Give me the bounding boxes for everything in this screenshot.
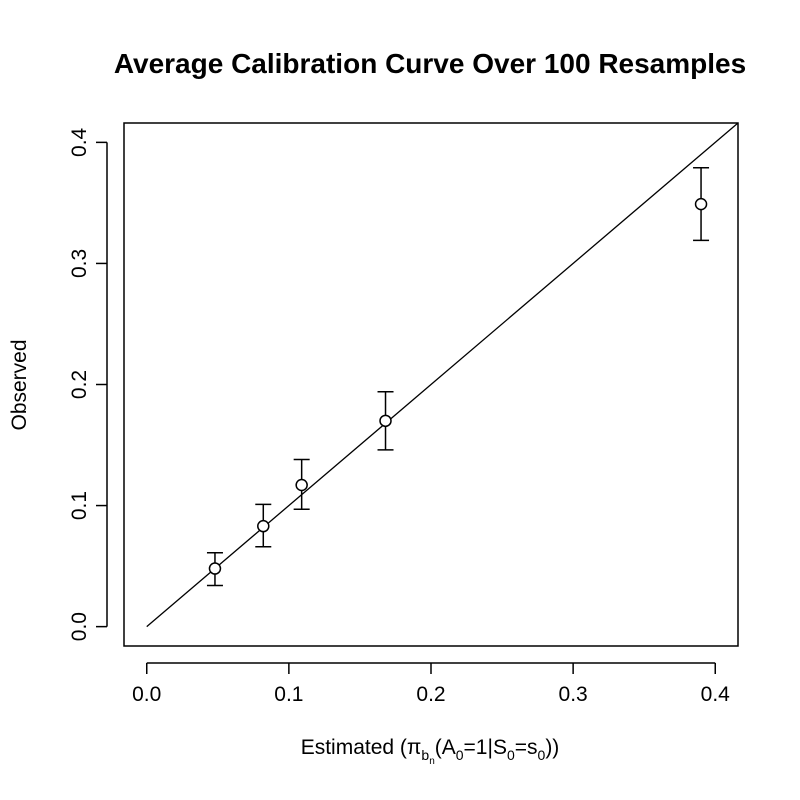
reference-line-layer — [146, 122, 739, 628]
xlabel-n: n — [429, 756, 435, 767]
xlabel-eq-s: =s — [515, 736, 538, 759]
xlabel-b: b — [421, 747, 429, 763]
y-axis-title: Observed — [8, 339, 31, 430]
data-point-group — [293, 458, 310, 510]
x-axis-title: Estimated (πbn(A0=1|S0=s0)) — [301, 736, 560, 767]
xlabel-close: )) — [545, 736, 559, 759]
x-axis: 0.0 0.1 0.2 0.3 0.4 — [132, 662, 731, 706]
plot-frame — [123, 122, 739, 647]
xlabel-mid: =1|S — [464, 736, 507, 759]
data-layer — [206, 167, 710, 587]
data-point — [694, 197, 708, 211]
xlabel-s0-sub: 0 — [538, 747, 546, 763]
data-point — [379, 414, 392, 428]
data-point-group — [693, 167, 710, 242]
data-point — [295, 478, 308, 492]
y-tick-label: 0.3 — [68, 249, 91, 278]
xlabel-pi: π — [407, 736, 422, 759]
y-tick-label: 0.2 — [68, 370, 91, 399]
x-tick-label: 0.1 — [274, 683, 303, 706]
data-point-group — [206, 552, 223, 587]
xlabel-a-open: (A — [435, 736, 456, 759]
data-point — [208, 562, 222, 575]
x-tick-label: 0.0 — [132, 683, 161, 706]
y-axis: 0.0 0.1 0.2 0.3 0.4 — [68, 127, 108, 641]
y-tick-label: 0.1 — [68, 491, 91, 520]
chart-title: Average Calibration Curve Over 100 Resam… — [114, 48, 746, 79]
y-tick-label: 0.4 — [68, 127, 91, 157]
xlabel-s-sub: 0 — [507, 747, 515, 763]
x-tick-label: 0.4 — [701, 683, 731, 706]
xlabel-a-sub: 0 — [456, 747, 464, 763]
reference-line — [146, 122, 739, 628]
data-point — [257, 519, 270, 533]
xlabel-prefix: Estimated ( — [301, 736, 407, 759]
x-tick-label: 0.2 — [416, 683, 445, 706]
y-tick-label: 0.0 — [68, 612, 91, 641]
data-point-group — [255, 503, 272, 548]
x-tick-label: 0.3 — [559, 683, 588, 706]
data-point-group — [377, 391, 394, 451]
